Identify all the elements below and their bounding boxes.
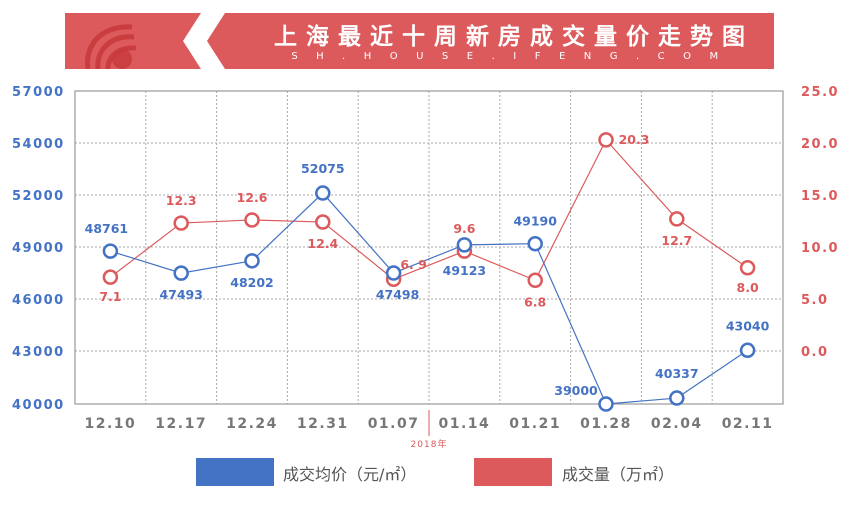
- data-point-marker: [173, 265, 189, 281]
- year-label: 2018年: [411, 438, 448, 450]
- volume-data-label: 20.3: [619, 132, 650, 147]
- right-axis-tick: 10.0: [801, 241, 839, 256]
- header-banner: [65, 13, 774, 69]
- left-axis-tick: 40000: [12, 398, 65, 413]
- data-point-marker: [739, 260, 756, 276]
- legend-label-volume: 成交量（万㎡）: [562, 465, 675, 484]
- right-axis: 25.0 20.0 15.0 10.0 5.0 0.0: [801, 85, 839, 360]
- left-axis-tick: 49000: [12, 241, 65, 256]
- legend-label-price: 成交均价（元/㎡）: [283, 465, 417, 484]
- data-point-marker: [739, 342, 756, 359]
- phoenix-logo-icon: [85, 24, 137, 69]
- data-point-marker: [598, 396, 614, 412]
- volume-data-label: 7.1: [99, 289, 121, 304]
- series-price: [102, 185, 756, 412]
- left-axis-tick: 46000: [12, 293, 65, 308]
- price-data-label: 49123: [443, 263, 487, 278]
- volume-data-label: 12.6: [237, 190, 268, 205]
- chevron-notch-icon: [183, 13, 225, 69]
- data-point-marker: [102, 243, 119, 259]
- left-axis: 57000 54000 52000 49000 46000 43000 40000: [12, 85, 65, 413]
- price-data-label: 43040: [726, 318, 770, 333]
- chart-grid: [75, 91, 783, 404]
- data-point-marker: [102, 269, 119, 285]
- x-axis: 12.10 12.17 12.24 12.31 01.07 01.14 01.21 01.28…: [85, 416, 774, 432]
- x-axis-tick: 01.28: [580, 416, 632, 432]
- page-title: 上海最近十周新房成交量价走势图: [274, 24, 754, 50]
- x-axis-tick: 12.31: [297, 416, 349, 432]
- x-axis-tick: 12.17: [155, 416, 207, 432]
- price-data-label: 48202: [230, 275, 274, 290]
- right-axis-tick: 15.0: [801, 189, 839, 204]
- data-point-marker: [456, 237, 473, 253]
- price-data-label: 47493: [159, 287, 203, 302]
- data-point-marker: [244, 212, 260, 228]
- x-axis-tick: 12.10: [85, 416, 137, 432]
- right-axis-tick: 25.0: [801, 85, 839, 100]
- volume-data-label: 6. 9: [400, 257, 427, 272]
- price-data-label: 39000: [554, 383, 598, 398]
- year-annotation: 2018年: [411, 410, 448, 450]
- legend-swatch-price: [196, 458, 274, 486]
- plot-frame: [74, 90, 784, 405]
- x-axis-tick: 01.07: [368, 416, 420, 432]
- price-data-label: 40337: [655, 366, 699, 381]
- data-point-marker: [598, 132, 614, 148]
- data-point-marker: [669, 390, 685, 406]
- left-axis-tick: 43000: [12, 345, 65, 360]
- volume-data-label: 9.6: [453, 221, 475, 236]
- price-data-label: 49190: [513, 214, 557, 229]
- data-point-marker: [385, 265, 402, 281]
- left-axis-tick: 52000: [12, 189, 65, 204]
- right-axis-tick: 20.0: [801, 137, 839, 152]
- right-axis-tick: 5.0: [801, 293, 829, 308]
- data-point-marker: [315, 185, 331, 201]
- left-axis-tick: 54000: [12, 137, 65, 152]
- x-axis-tick: 12.24: [226, 416, 278, 432]
- volume-data-label: 12.7: [661, 233, 692, 248]
- price-data-label: 47498: [376, 287, 420, 302]
- data-labels: 48761 47493 48202 52075 47498 49123 49190 39000…: [85, 132, 770, 398]
- volume-data-label: 6.8: [524, 294, 546, 309]
- data-point-marker: [527, 235, 543, 252]
- x-axis-tick: 02.04: [651, 416, 703, 432]
- volume-data-label: 12.4: [307, 236, 338, 251]
- page-subtitle: SH.HOUSE.IFENG.COM: [291, 51, 737, 62]
- left-axis-tick: 57000: [12, 85, 65, 100]
- right-axis-tick: 0.0: [801, 345, 829, 360]
- price-data-label: 48761: [85, 221, 129, 236]
- data-point-marker: [315, 214, 331, 230]
- x-axis-tick: 01.14: [439, 416, 491, 432]
- data-point-marker: [669, 211, 685, 227]
- x-axis-tick: 02.11: [722, 416, 774, 432]
- data-point-marker: [244, 253, 260, 269]
- volume-data-label: 12.3: [166, 193, 197, 208]
- data-point-marker: [173, 215, 189, 231]
- data-point-marker: [527, 272, 543, 289]
- legend-swatch-volume: [474, 458, 552, 486]
- volume-data-label: 8.0: [737, 280, 759, 295]
- x-axis-tick: 01.21: [509, 416, 561, 432]
- price-data-label: 52075: [301, 161, 345, 176]
